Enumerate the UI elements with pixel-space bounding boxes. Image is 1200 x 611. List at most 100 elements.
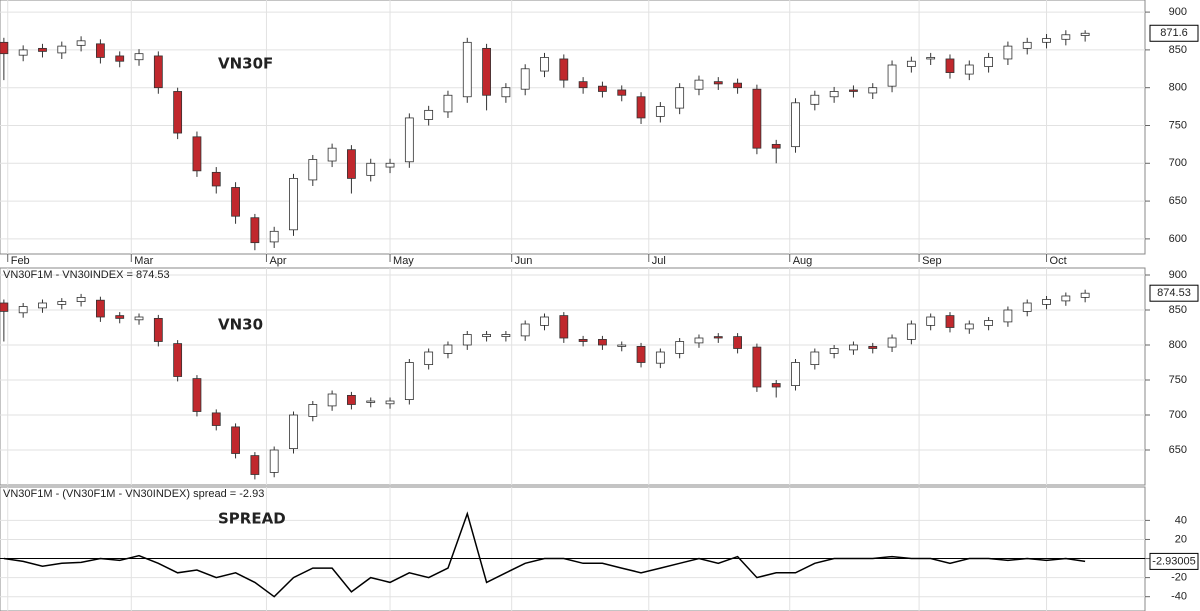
candle-body [76,296,86,302]
candle-body [713,81,723,85]
candle-body [598,85,607,92]
candle-body [752,346,762,388]
candle-body [655,106,665,117]
candle-body [250,217,260,244]
y-tick-label: -40 [1171,591,1187,603]
candle-body [1080,292,1090,298]
candle-body [964,64,974,75]
candle-body [289,414,298,449]
candle-body [868,345,878,349]
last-value-label: 871.6 [1160,27,1188,39]
candle-body [250,455,260,475]
candle-body [308,404,318,417]
candle-body [675,341,685,354]
y-tick-label: 650 [1169,444,1187,456]
last-value-label: -2.93005 [1152,555,1195,567]
candle-body [192,378,202,412]
x-tick-label: May [393,255,414,267]
candle-body [771,143,781,149]
candle-body [308,159,318,181]
candle-body [771,383,781,388]
candle-body [926,316,936,326]
panel-annotation: VN30 [218,316,263,334]
y-tick-label: 900 [1169,269,1187,281]
y-tick-label: 750 [1169,374,1187,386]
candle-body [694,79,704,90]
candle-body [964,323,974,330]
candle-body [945,58,955,73]
candle-body [0,302,9,312]
candle-body [153,55,163,89]
candle-body [57,301,67,305]
candle-body [18,49,28,56]
candle-body [231,187,240,217]
last-value-box [1149,24,1199,42]
y-tick-label: 750 [1169,119,1187,131]
candle-body [945,315,955,328]
candle-body [520,68,530,90]
y-tick-label: 850 [1169,304,1187,316]
candle-body [347,394,356,405]
candle-body [38,302,47,309]
candle-body [733,82,742,89]
candle-body [269,230,279,243]
candle-body [655,351,665,364]
last-value-box [1149,284,1199,302]
candle-body [153,317,163,342]
candle-body [404,362,414,400]
candle-body [115,55,125,62]
candle-body [1042,299,1051,305]
candle-body [1061,295,1071,302]
candle-body [694,337,704,344]
y-tick-label: 900 [1169,6,1187,18]
candle-body [849,344,858,351]
candle-body [366,400,376,403]
candle-body [18,306,28,314]
candle-body [520,323,530,337]
x-tick-label: Aug [793,255,813,267]
candle-body [540,316,549,326]
candle-body [385,400,395,405]
candle-body [887,337,897,348]
panel-header: VN30F1M - (VN30F1M - VN30INDEX) spread =… [3,488,264,500]
candle-body [501,334,511,337]
candle-body [211,171,221,187]
candle-body [540,57,549,72]
candle-body [424,109,434,120]
y-tick-label: 700 [1169,157,1187,169]
candle-body [578,81,588,89]
candle-body [829,348,839,354]
candle-body [791,102,800,148]
candle-body [926,57,936,60]
candle-body [231,426,240,454]
candle-body [984,57,994,67]
candle-body [115,315,125,319]
candle-body [38,47,47,52]
candle-body [791,362,800,387]
candle-body [1042,38,1051,43]
candle-body [96,43,105,58]
candle-body [849,89,858,92]
panel-frame [0,267,1146,486]
y-tick-label: 700 [1169,409,1187,421]
candle-body [96,299,105,318]
candle-body [713,336,723,339]
last-value-label: 874.53 [1157,287,1191,299]
candle-body [810,94,820,105]
candle-body [173,343,183,377]
candle-body [1080,32,1090,36]
candle-body [134,53,144,61]
candle-body [424,351,434,366]
panel-header: VN30F1M - VN30INDEX = 874.53 [3,269,170,281]
candle-body [327,393,337,407]
spread-line [3,511,1086,598]
candle-body [366,162,376,176]
candle-body [76,40,86,46]
y-tick-label: 850 [1169,44,1187,56]
candle-body [289,178,298,231]
candle-body [327,147,337,162]
x-tick-label: Jun [515,255,533,267]
x-tick-label: Apr [269,255,286,267]
